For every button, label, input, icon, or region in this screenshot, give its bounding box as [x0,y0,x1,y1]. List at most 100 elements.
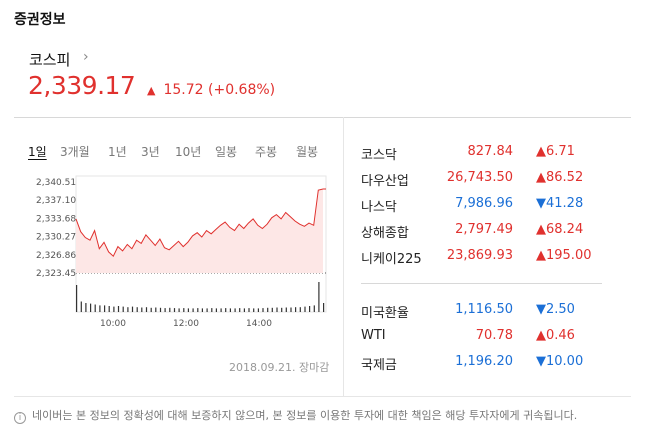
series-line [75,188,324,258]
volume-bar [239,308,241,312]
volume-bar [243,308,245,312]
tab-monthly[interactable]: 월봉 [296,145,319,159]
tab-10y[interactable]: 10년 [175,145,202,159]
volume-bar [262,308,264,312]
volume-bar [117,306,120,312]
market-name[interactable]: 나스닥 [361,200,397,215]
x-tick-label: 14:00 [246,319,272,329]
fx-name[interactable]: WTI [361,328,386,343]
volume-bar [229,308,231,312]
main-index-name[interactable]: 코스피 [29,51,71,69]
volume-bar [248,308,250,312]
volume-bar [76,285,78,312]
market-row[interactable]: 상해종합 2,797.49 ▲68.24 [361,222,601,242]
volume-bar [173,308,176,312]
volume-bar [211,308,213,312]
market-change: ▲6.71 [536,144,575,159]
x-tick-label: 12:00 [173,319,199,329]
tab-3y[interactable]: 3년 [141,145,160,159]
volume-bar [257,308,259,312]
volume-bar [285,307,287,312]
fx-row[interactable]: 국제금 1,196.20 ▼10.00 [361,354,601,374]
volume-bar [323,303,325,312]
market-price: 7,986.96 [455,196,513,211]
index-chart-svg: 2,340.51 2,337.10 2,333.68 2,330.27 2,326.86… [36,175,327,329]
fx-change: ▲0.46 [536,328,575,343]
volume-bar [113,306,115,312]
market-name[interactable]: 다우산업 [361,174,409,189]
fx-name[interactable]: 국제금 [361,358,397,373]
main-index-change: ▲ 15.72 (+0.68%) [147,82,275,98]
area-fill [76,189,323,273]
y-tick-label: 2,333.68 [36,214,76,224]
y-tick-label: 2,323.45 [36,269,76,279]
market-separator [361,283,602,284]
market-price: 23,869.93 [446,248,513,263]
market-change: ▼41.28 [536,196,584,211]
fx-row[interactable]: WTI 70.78 ▲0.46 [361,328,601,348]
volume-bar [141,307,143,312]
volume-bar [187,308,189,312]
volume-bar [155,307,157,312]
volume-bar [313,305,315,312]
volume-bar [80,301,82,312]
volume-bar [290,307,292,312]
fx-price: 70.78 [475,328,513,343]
volume-bar [197,308,199,312]
tab-daily[interactable]: 일봉 [215,145,238,159]
up-arrow-icon: ▲ [147,84,156,97]
volume-bar [145,307,148,312]
volume-bar [122,306,124,312]
top-divider [14,117,631,118]
market-row[interactable]: 코스닥 827.84 ▲6.71 [361,144,601,164]
volume-bar [131,306,134,312]
volume-bar [295,307,297,312]
x-tick-label: 10:00 [100,319,126,329]
y-tick-label: 2,337.10 [36,196,76,206]
market-row[interactable]: 니케이225 23,869.93 ▲195.00 [361,248,601,268]
fx-change: ▼2.50 [536,302,575,317]
y-tick-label: 2,340.51 [36,178,76,188]
volume-bar [201,308,203,312]
market-name[interactable]: 니케이225 [361,252,422,267]
index-chart[interactable]: 2,340.51 2,337.10 2,333.68 2,330.27 2,326.86… [0,170,340,330]
info-icon: i [14,412,26,424]
column-divider [343,117,344,396]
market-row[interactable]: 나스닥 7,986.96 ▼41.28 [361,196,601,216]
volume-bar [136,307,138,312]
market-change: ▲195.00 [536,248,592,263]
y-tick-label: 2,330.27 [36,233,76,243]
volume-bar [253,308,255,312]
volume-bar [159,307,162,312]
y-tick-label: 2,326.86 [36,251,76,261]
section-title: 증권정보 [14,12,66,28]
market-price: 2,797.49 [455,222,513,237]
market-name[interactable]: 상해종합 [361,226,409,241]
volume-bar [276,307,278,312]
volume-bar [169,307,171,312]
volume-bar [127,307,129,312]
volume-bar [178,308,180,312]
volume-bar [304,306,306,312]
volume-bar [99,305,101,312]
market-name[interactable]: 코스닥 [361,148,397,163]
volume-bar [299,307,301,312]
volume-bar [206,308,208,312]
bottom-divider [14,396,631,397]
disclaimer-text: 네이버는 본 정보의 정확성에 대해 보증하지 않으며, 본 정보를 이용한 투… [32,409,578,422]
fx-name[interactable]: 미국환율 [361,306,409,321]
fx-price: 1,196.20 [455,354,513,369]
main-index-value: 2,339.17 [28,71,136,100]
fx-row[interactable]: 미국환율 1,116.50 ▼2.50 [361,302,601,322]
tab-1y[interactable]: 1년 [108,145,127,159]
market-price: 26,743.50 [446,170,513,185]
volume-bar [164,308,166,312]
tab-3m[interactable]: 3개월 [60,145,90,159]
tab-weekly[interactable]: 주봉 [255,145,278,159]
volume-bar [85,303,87,312]
chevron-right-icon[interactable]: › [83,49,89,65]
market-row[interactable]: 다우산업 26,743.50 ▲86.52 [361,170,601,190]
tab-1d[interactable]: 1일 [28,145,47,159]
chart-date: 2018.09.21. 장마감 [229,361,330,374]
volume-bar [267,307,269,312]
